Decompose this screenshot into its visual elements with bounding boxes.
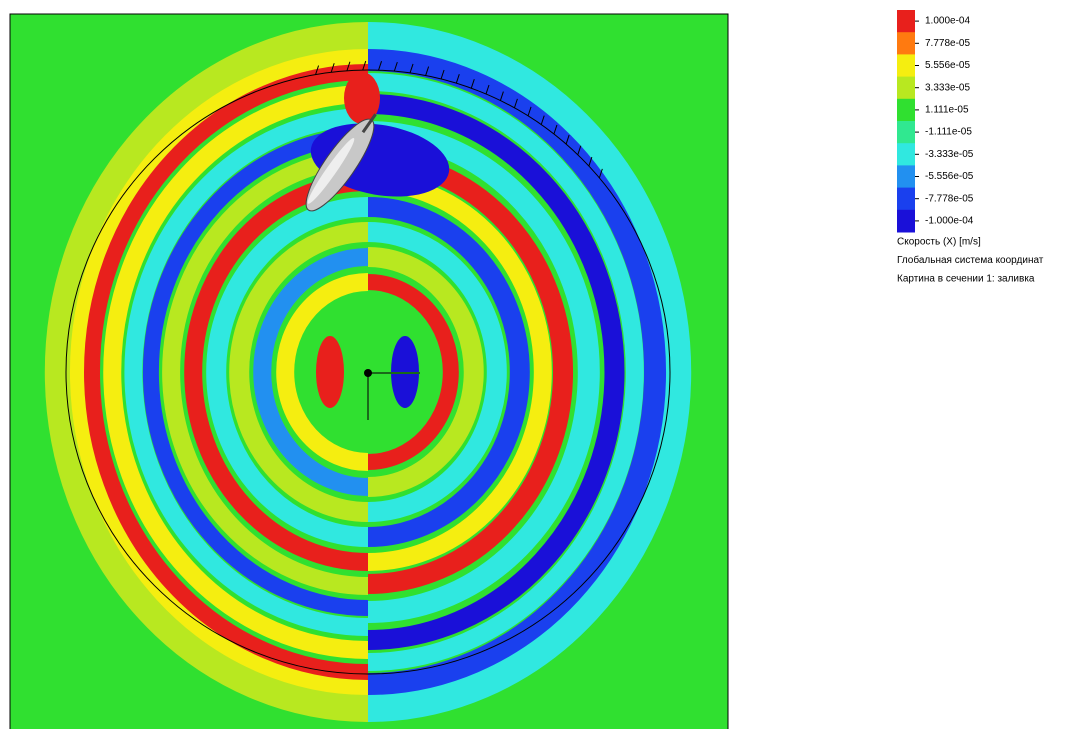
legend-swatch <box>897 188 915 211</box>
caption: Глобальная система координат <box>897 254 1044 266</box>
legend-swatch <box>897 54 915 77</box>
legend-swatch <box>897 99 915 122</box>
legend-swatch <box>897 10 915 33</box>
legend-label: -5.556e-05 <box>925 171 974 182</box>
legend-swatch <box>897 32 915 55</box>
caption: Картина в сечении 1: заливка <box>897 274 1035 285</box>
legend-label: 1.000e-04 <box>925 16 970 27</box>
legend-swatch <box>897 143 915 166</box>
legend-label: -1.000e-04 <box>925 216 974 227</box>
legend: 1.000e-04 7.778e-05 5.556e-05 3.333e-05 1.11… <box>897 10 1044 285</box>
legend-label: -7.778e-05 <box>925 193 974 204</box>
legend-label: -1.111e-05 <box>925 127 972 138</box>
legend-label: -3.333e-05 <box>925 149 974 160</box>
legend-label: 7.778e-05 <box>925 38 970 49</box>
core-positive <box>316 336 344 408</box>
simulation-view: 1.000e-04 7.778e-05 5.556e-05 3.333e-05 1.11… <box>0 0 1078 729</box>
legend-swatch <box>897 210 915 233</box>
legend-swatch <box>897 77 915 100</box>
caption: Скорость (X) [m/s] <box>897 237 981 248</box>
legend-swatch <box>897 165 915 188</box>
legend-swatch <box>897 121 915 144</box>
legend-label: 5.556e-05 <box>925 60 970 71</box>
legend-label: 1.111e-05 <box>925 105 969 116</box>
legend-label: 3.333e-05 <box>925 82 970 93</box>
